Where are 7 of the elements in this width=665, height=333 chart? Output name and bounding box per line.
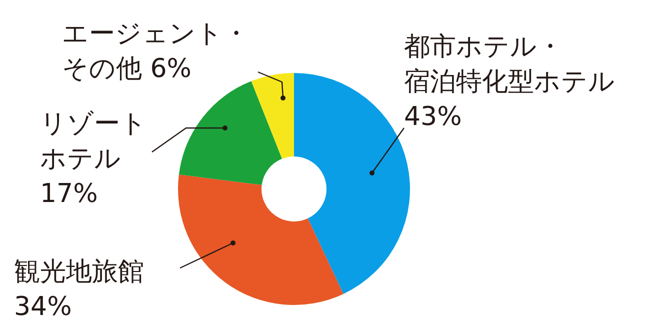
slice-label: 都市ホテル・宿泊特化型ホテル: [404, 32, 615, 97]
data-label: 34%: [14, 292, 72, 322]
slice-label: 観光地旅館: [14, 257, 144, 287]
slice-label: リゾートホテル: [40, 109, 147, 174]
data-label: 43%: [404, 102, 462, 132]
slice-label: エージェント・その他 6%: [62, 19, 249, 84]
data-label: 17%: [40, 179, 98, 209]
